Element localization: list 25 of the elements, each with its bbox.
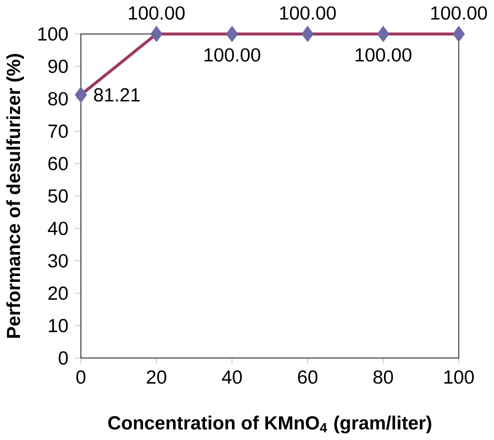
y-tick-label: 90	[48, 60, 68, 74]
x-tick-label: 100	[444, 370, 474, 384]
data-label: 100.00	[431, 6, 487, 20]
x-tick-label: 40	[222, 370, 242, 384]
data-label: 100.00	[280, 6, 336, 20]
data-label: 100.00	[356, 48, 412, 62]
y-tick-label: 50	[48, 189, 68, 203]
y-tick-label: 80	[48, 92, 68, 106]
y-tick-label: 70	[48, 124, 68, 138]
data-label: 81.21	[94, 88, 140, 102]
y-tick-label: 10	[48, 319, 68, 332]
x-tick-label: 20	[146, 370, 166, 384]
y-tick-label: 40	[48, 222, 68, 236]
y-tick-label: 100	[38, 27, 68, 41]
y-axis-title: Performance of desulfurizer (%)	[6, 54, 24, 338]
data-label: 100.00	[128, 6, 185, 20]
x-tick-label: 0	[76, 370, 86, 384]
data-label: 100.00	[204, 48, 260, 62]
x-axis-title: Concentration of KMnO$_{4}$ (gram/liter)	[108, 416, 432, 434]
x-tick-label: 80	[373, 370, 393, 384]
x-tick-label: 60	[298, 370, 318, 384]
y-tick-label: 60	[48, 157, 68, 170]
y-tick-label: 30	[48, 254, 68, 268]
y-tick-label: 0	[58, 351, 68, 365]
y-tick-label: 20	[48, 286, 68, 300]
